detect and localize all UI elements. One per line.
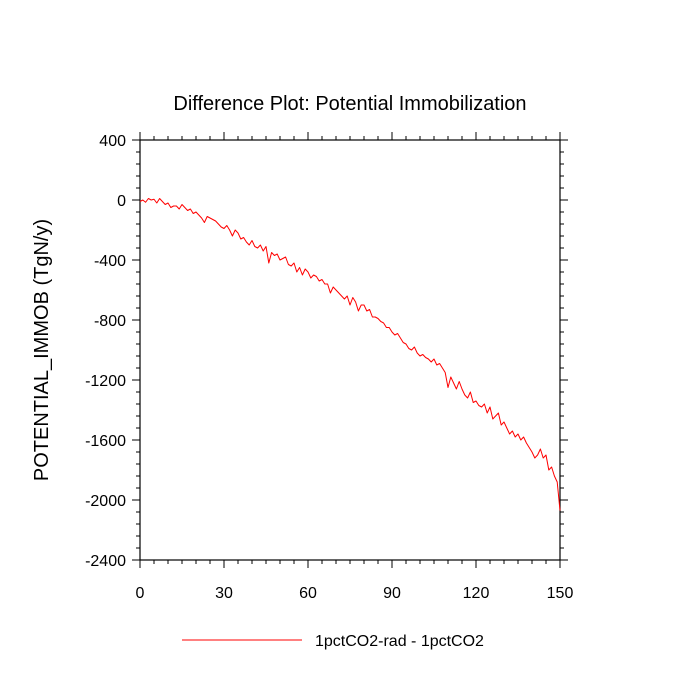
x-tick-label: 30 (215, 585, 233, 602)
tick-labels: 0 30 60 90 120 150 400 0 -400 -800 -1200 -1600 -2000… (85, 133, 573, 602)
series-layer (139, 198, 561, 511)
y-axis-label: POTENTIAL_IMMOB (TgN/y) (31, 219, 53, 481)
x-tick-label: 120 (463, 585, 490, 602)
legend-label: 1pctCO2-rad - 1pctCO2 (315, 633, 484, 650)
y-tick-label: 400 (99, 133, 126, 150)
y-tick-label: -1200 (85, 373, 126, 390)
series-line-0 (139, 198, 561, 511)
y-tick-label: -2400 (85, 553, 126, 570)
y-tick-label: -1600 (85, 433, 126, 450)
y-tick-label: 0 (117, 193, 126, 210)
y-tick-label: -2000 (85, 493, 126, 510)
axis-ticks (132, 132, 568, 568)
legend: 1pctCO2-rad - 1pctCO2 (182, 633, 484, 650)
x-tick-label: 90 (383, 585, 401, 602)
x-tick-label: 0 (136, 585, 145, 602)
plot-frame (139, 139, 561, 561)
x-tick-label: 60 (299, 585, 317, 602)
y-tick-label: -400 (94, 253, 126, 270)
y-tick-label: -800 (94, 313, 126, 330)
x-tick-label: 150 (547, 585, 574, 602)
chart-title: Difference Plot: Potential Immobilizatio… (173, 93, 526, 115)
